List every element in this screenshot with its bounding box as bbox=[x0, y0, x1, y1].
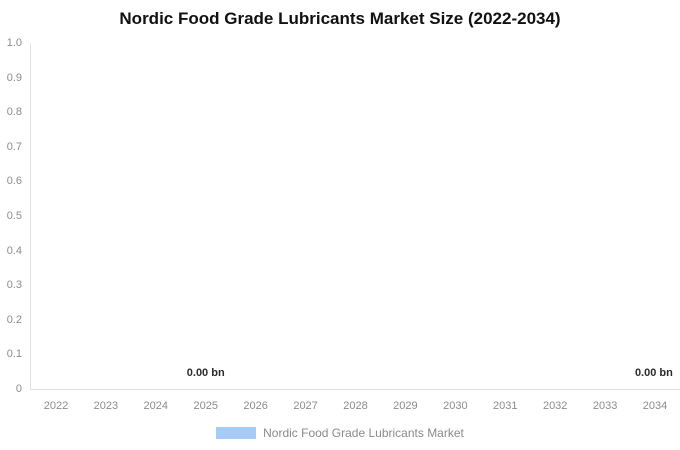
x-tick-label: 2025 bbox=[193, 400, 218, 412]
legend-swatch-icon bbox=[216, 427, 257, 439]
data-label-2034: 0.00 bn bbox=[634, 367, 673, 379]
y-tick-label: 0.5 bbox=[6, 210, 22, 222]
x-tick-label: 2026 bbox=[243, 400, 268, 412]
y-tick-label: 0.1 bbox=[6, 348, 22, 361]
x-tick-label: 2028 bbox=[343, 400, 368, 412]
y-tick-label: 1.0 bbox=[6, 37, 22, 49]
x-tick-label: 2022 bbox=[43, 400, 69, 412]
legend-item-nordic-food-grade-lubricants-market[interactable]: Nordic Food Grade Lubricants Market bbox=[216, 426, 464, 440]
y-tick-label: 0 bbox=[15, 383, 22, 395]
chart-title: Nordic Food Grade Lubricants Market Size… bbox=[119, 9, 561, 28]
x-tick-label: 2034 bbox=[642, 400, 668, 412]
x-tick-label: 2033 bbox=[592, 400, 618, 412]
y-axis: 1.0 0.9 0.8 0.7 0.6 0.5 0.4 0.3 0.2 0.1 0 bbox=[0, 37, 24, 395]
y-tick-label: 0.4 bbox=[6, 244, 22, 257]
y-tick-label: 0.9 bbox=[6, 71, 22, 84]
x-tick-label: 2027 bbox=[293, 400, 318, 412]
x-tick-label: 2023 bbox=[93, 400, 119, 412]
y-tick-label: 0.7 bbox=[6, 140, 22, 153]
y-tick-label: 0.3 bbox=[6, 279, 22, 292]
data-label-2025: 0.00 bn bbox=[186, 367, 225, 379]
y-tick-label: 0.6 bbox=[6, 175, 22, 188]
plot-area: 0.00 bn 0.00 bn bbox=[30, 43, 680, 390]
x-tick-label: 2032 bbox=[542, 400, 568, 412]
x-tick-label: 2029 bbox=[393, 400, 418, 412]
legend: Nordic Food Grade Lubricants Market bbox=[0, 426, 680, 440]
x-tick-label: 2024 bbox=[143, 400, 169, 412]
y-tick-label: 0.2 bbox=[6, 313, 22, 326]
x-tick-label: 2031 bbox=[493, 400, 518, 412]
x-tick-label: 2030 bbox=[443, 400, 468, 412]
x-axis: 2022 2023 2024 2025 2026 2027 2028 2029 2030 2031… bbox=[31, 400, 680, 414]
y-tick-label: 0.8 bbox=[6, 106, 22, 119]
legend-label: Nordic Food Grade Lubricants Market bbox=[263, 426, 464, 440]
